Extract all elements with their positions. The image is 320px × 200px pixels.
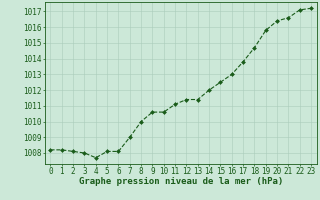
X-axis label: Graphe pression niveau de la mer (hPa): Graphe pression niveau de la mer (hPa) (79, 177, 283, 186)
